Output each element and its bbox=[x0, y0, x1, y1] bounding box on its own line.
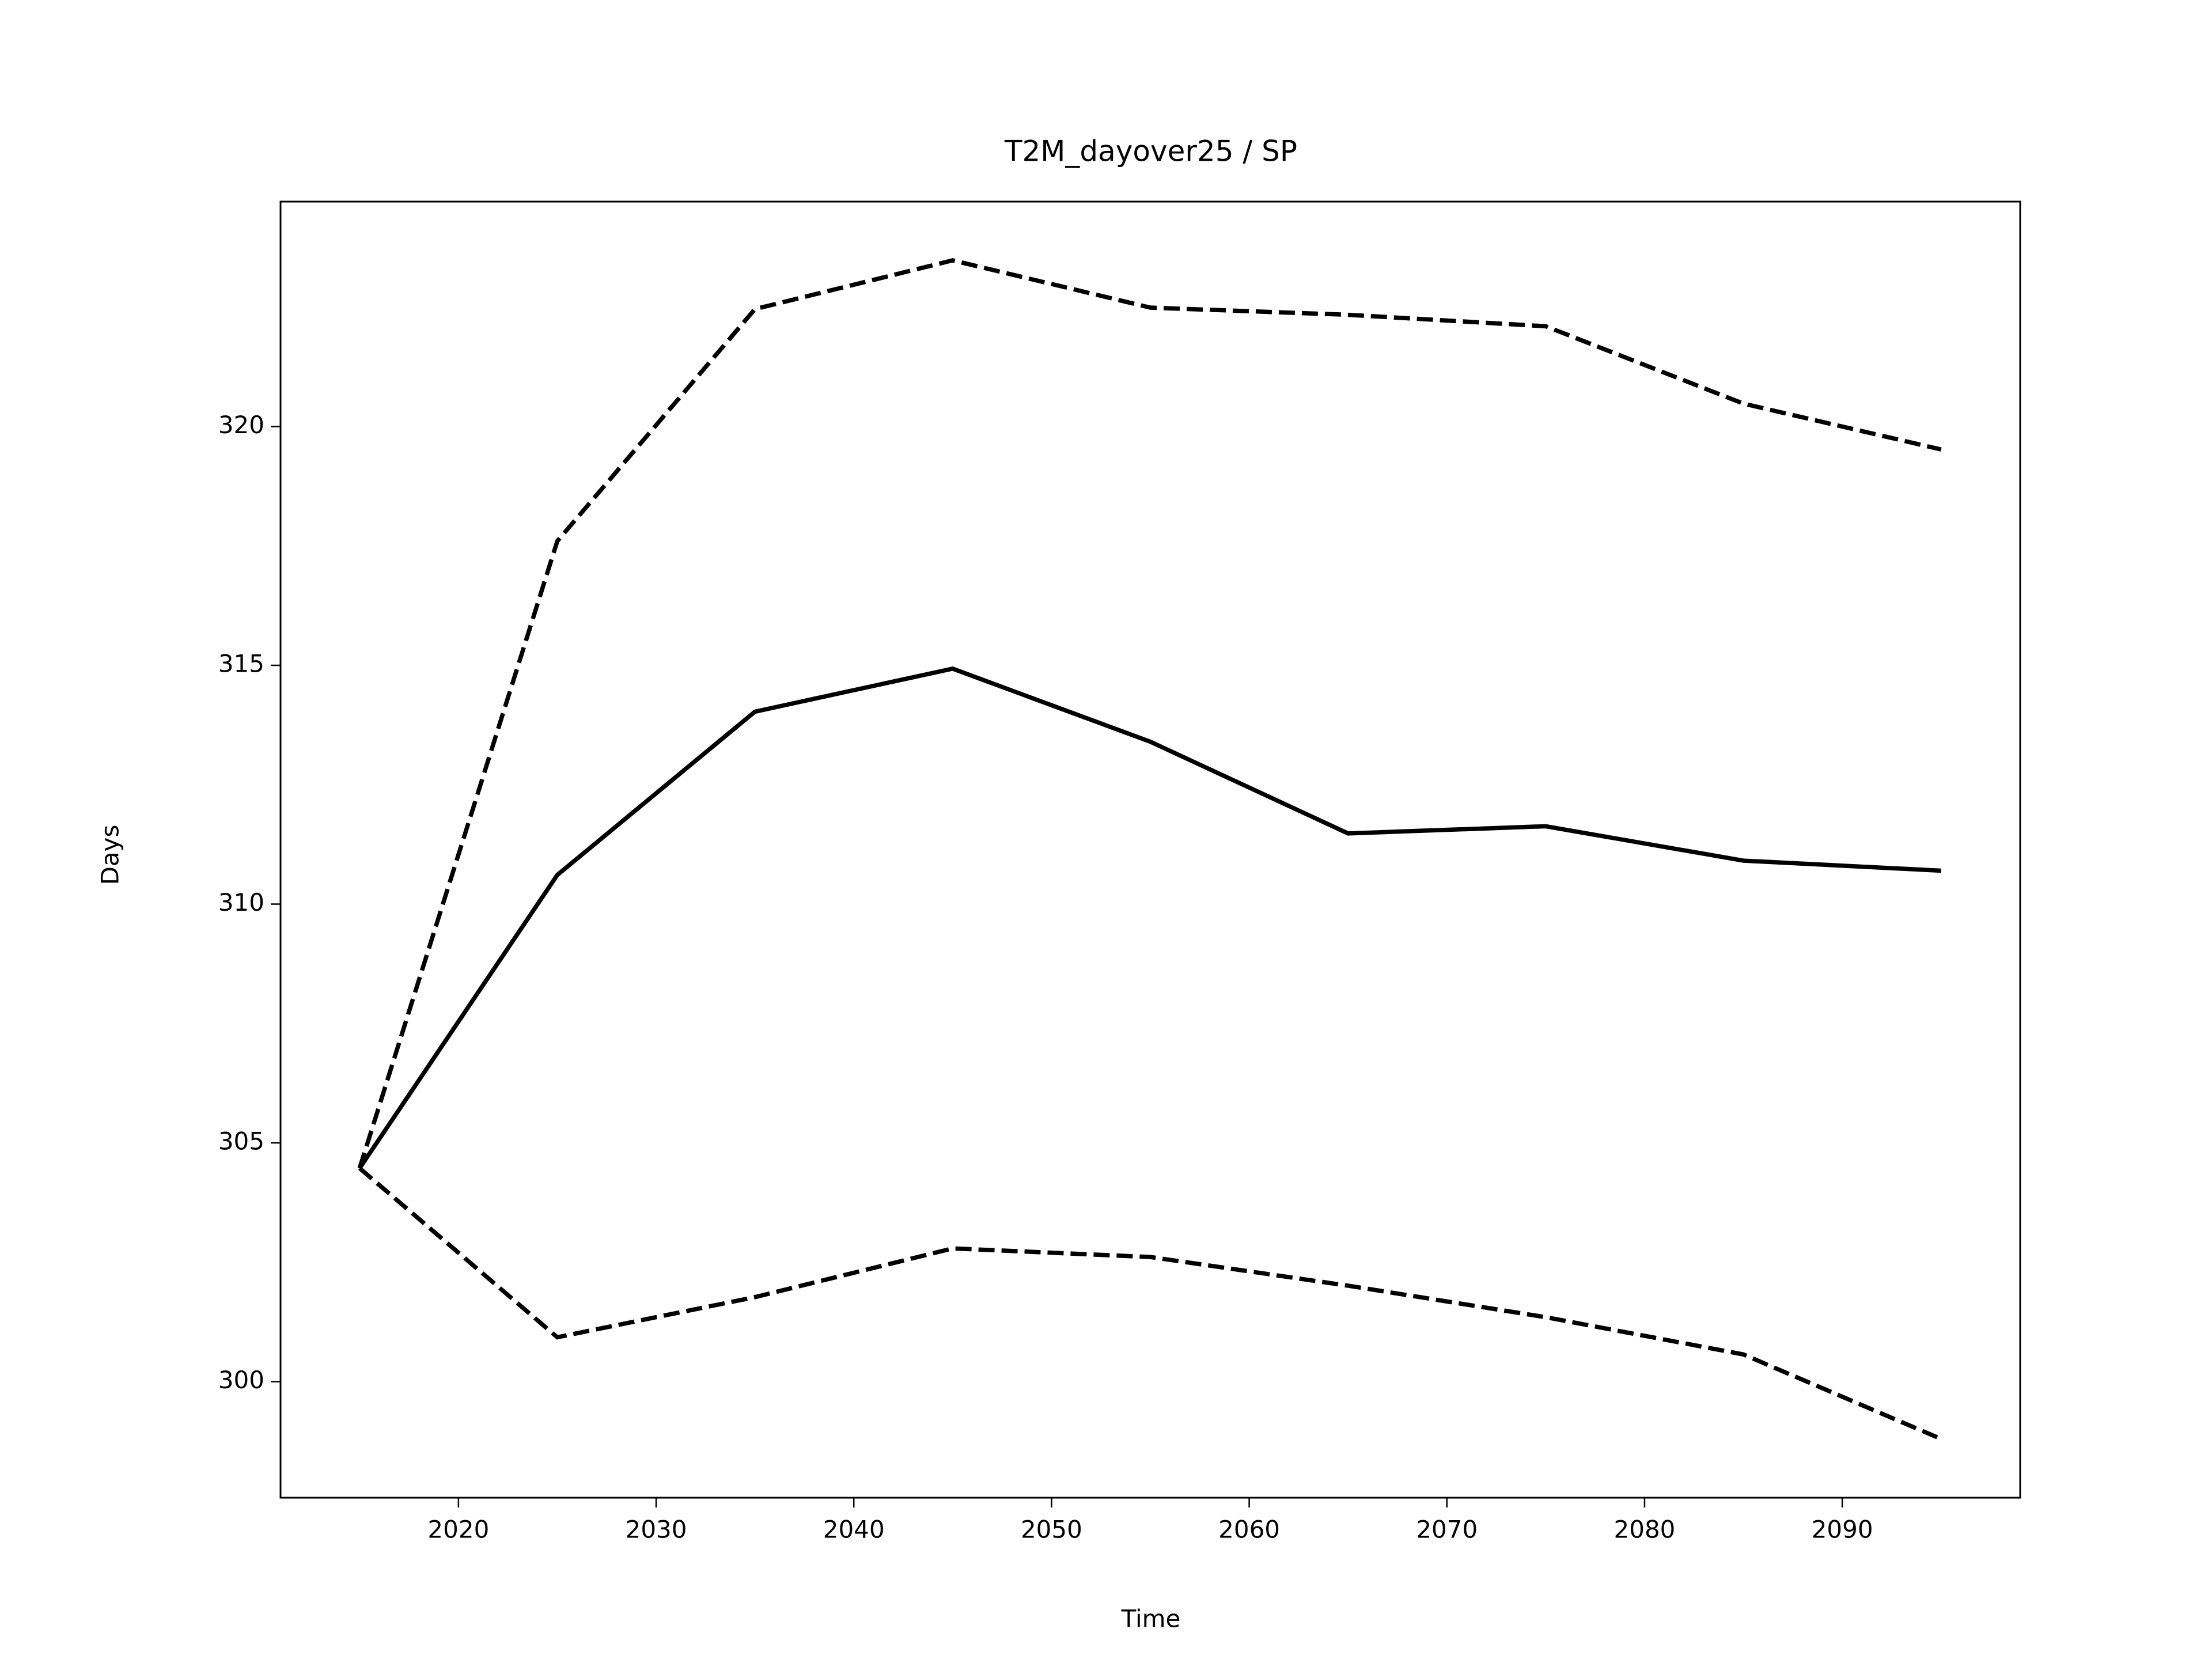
x-tick-label: 2090 bbox=[1812, 1516, 1873, 1544]
y-tick-label: 320 bbox=[218, 411, 264, 439]
x-tick-label: 2020 bbox=[427, 1516, 489, 1544]
y-tick-label: 305 bbox=[218, 1127, 264, 1156]
line-series bbox=[358, 1166, 1942, 1441]
line-series bbox=[358, 666, 1941, 1170]
x-tick-label: 2050 bbox=[1021, 1516, 1082, 1544]
y-tick-label: 315 bbox=[218, 649, 264, 677]
chart-title: T2M_dayover25 / SP bbox=[1004, 135, 1297, 168]
y-tick-label: 300 bbox=[218, 1366, 264, 1394]
plot-frame bbox=[279, 200, 2021, 1499]
x-tick-label: 2080 bbox=[1614, 1516, 1676, 1544]
y-axis-label: Days bbox=[96, 825, 124, 885]
x-axis-label: Time bbox=[1121, 1605, 1181, 1633]
line-series bbox=[357, 258, 1942, 1169]
x-tick-label: 2040 bbox=[823, 1516, 885, 1544]
x-tick-label: 2030 bbox=[626, 1516, 687, 1544]
y-tick-label: 310 bbox=[218, 888, 264, 916]
x-tick-label: 2060 bbox=[1218, 1516, 1280, 1544]
x-tick-label: 2070 bbox=[1416, 1516, 1478, 1544]
